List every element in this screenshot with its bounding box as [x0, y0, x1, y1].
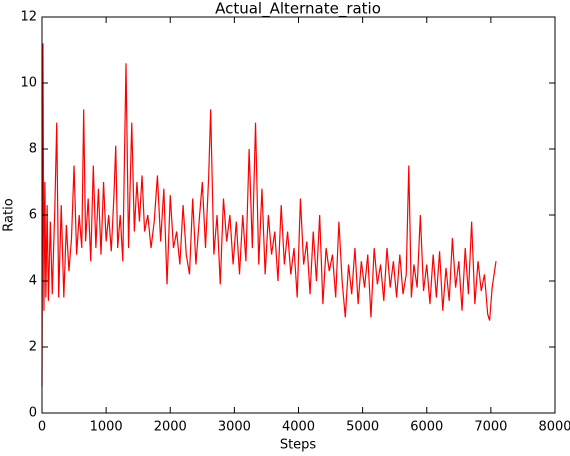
x-tick-label: 8000: [538, 420, 570, 435]
x-tick-label: 1000: [90, 420, 123, 435]
y-tick-label: 2: [29, 340, 37, 355]
data-line: [41, 43, 497, 387]
x-tick-label: 7000: [474, 420, 507, 435]
x-tick-label: 2000: [154, 420, 187, 435]
y-tick-label: 4: [29, 274, 37, 289]
x-tick-label: 6000: [410, 420, 443, 435]
y-tick-label: 8: [29, 142, 37, 157]
x-tick-label: 5000: [346, 420, 379, 435]
y-axis-label: Ratio: [2, 198, 17, 231]
x-tick-label: 4000: [282, 420, 315, 435]
plot-frame: [41, 16, 556, 414]
y-tick-label: 0: [29, 406, 37, 421]
x-tick-label: 3000: [218, 420, 251, 435]
y-tick-label: 12: [20, 10, 37, 25]
y-tick-label: 10: [20, 76, 37, 91]
chart-title: Actual_Alternate_ratio: [215, 0, 381, 19]
x-tick-label: 0: [38, 420, 46, 435]
y-tick-label: 6: [29, 208, 37, 223]
x-axis-label: Steps: [280, 438, 317, 453]
